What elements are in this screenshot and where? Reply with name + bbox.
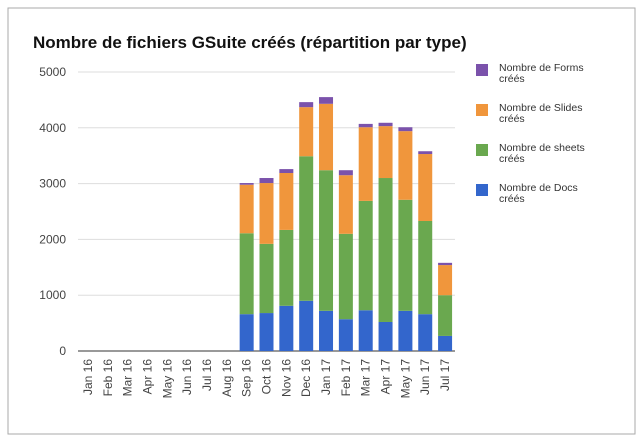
bar-segment — [378, 126, 393, 179]
x-tick-label: Jul 17 — [438, 359, 452, 391]
legend-label: Nombre de sheets créés — [499, 143, 585, 165]
legend-label: Nombre de Slides créés — [499, 103, 583, 125]
bar-segment — [299, 102, 314, 108]
x-tick-label: May 16 — [160, 359, 174, 399]
bar-segment — [378, 178, 393, 322]
x-tick-label: Mar 16 — [121, 359, 135, 397]
bar-segment — [319, 103, 334, 171]
bar-segment — [259, 183, 274, 244]
bar-segment — [438, 265, 453, 296]
bar-segment — [418, 314, 433, 351]
y-tick-label: 1000 — [39, 288, 66, 302]
y-tick-label: 4000 — [39, 121, 66, 135]
x-tick-label: Nov 16 — [279, 359, 293, 397]
legend-label: Nombre de Docs créés — [499, 183, 578, 205]
y-tick-label: 2000 — [39, 232, 66, 246]
bar-segment — [398, 199, 413, 311]
x-tick-label: Dec 16 — [299, 359, 313, 397]
x-tick-label: Sep 16 — [240, 359, 254, 397]
bar-segment — [358, 310, 373, 351]
bar-segment — [299, 107, 314, 157]
legend-label-box: Nombre de Slides créés — [499, 103, 583, 125]
y-tick-label: 3000 — [39, 177, 66, 191]
x-tick-label: Apr 17 — [379, 359, 393, 395]
y-tick-label: 0 — [59, 344, 66, 358]
legend-label: Nombre de Forms créés — [499, 63, 584, 85]
x-tick-label: Mar 17 — [359, 359, 373, 397]
bar-segment — [239, 233, 254, 315]
x-tick-label: Apr 16 — [140, 359, 154, 395]
y-tick-label: 5000 — [39, 65, 66, 79]
x-tick-label: Aug 16 — [220, 359, 234, 397]
legend-swatch — [476, 64, 488, 76]
bar-segment — [398, 127, 413, 132]
bar-segment — [438, 335, 453, 351]
x-tick-label: Jun 16 — [180, 359, 194, 395]
bar-segment — [398, 310, 413, 351]
bar-segment — [259, 243, 274, 314]
bar-segment — [319, 97, 334, 104]
bar-segment — [338, 170, 353, 176]
bar-segment — [279, 169, 294, 173]
legend-swatch — [476, 184, 488, 196]
bar-segment — [418, 220, 433, 315]
bar-segment — [299, 156, 314, 301]
bar-segment — [338, 233, 353, 320]
x-tick-label: Jun 17 — [418, 359, 432, 395]
bar-segment — [299, 300, 314, 351]
bar-segment — [418, 154, 433, 221]
x-tick-label: Jan 17 — [319, 359, 333, 395]
bar-segment — [438, 262, 453, 266]
bar-segment — [338, 319, 353, 351]
bar-segment — [398, 131, 413, 200]
bar-segment — [378, 321, 393, 351]
legend-swatch — [476, 144, 488, 156]
legend-label-box: Nombre de Forms créés — [499, 63, 584, 85]
x-tick-label: Feb 17 — [339, 359, 353, 397]
x-tick-label: Jul 16 — [200, 359, 214, 391]
chart-title: Nombre de fichiers GSuite créés (réparti… — [33, 33, 467, 52]
bar-segment — [438, 295, 453, 336]
legend-swatch — [476, 104, 488, 116]
bar-segment — [259, 178, 274, 184]
x-tick-label: Feb 16 — [101, 359, 115, 397]
x-tick-label: Jan 16 — [81, 359, 95, 395]
bar-segment — [418, 151, 433, 155]
bar-segment — [259, 313, 274, 351]
x-tick-label: Oct 16 — [260, 359, 274, 395]
bar-segment — [338, 175, 353, 234]
bar-segment — [319, 310, 334, 351]
legend-label-box: Nombre de Docs créés — [499, 183, 578, 205]
bar-segment — [239, 183, 254, 185]
bar-segment — [378, 122, 393, 127]
legend-label-box: Nombre de sheets créés — [499, 143, 585, 165]
bar-segment — [239, 314, 254, 351]
bar-segment — [319, 170, 334, 311]
bar-segment — [279, 172, 294, 230]
bar-segment — [279, 305, 294, 351]
bar-segment — [279, 229, 294, 306]
bar-segment — [358, 127, 373, 201]
x-tick-label: May 17 — [398, 359, 412, 399]
bar-segment — [239, 184, 254, 234]
bar-segment — [358, 123, 373, 128]
bar-segment — [358, 200, 373, 311]
